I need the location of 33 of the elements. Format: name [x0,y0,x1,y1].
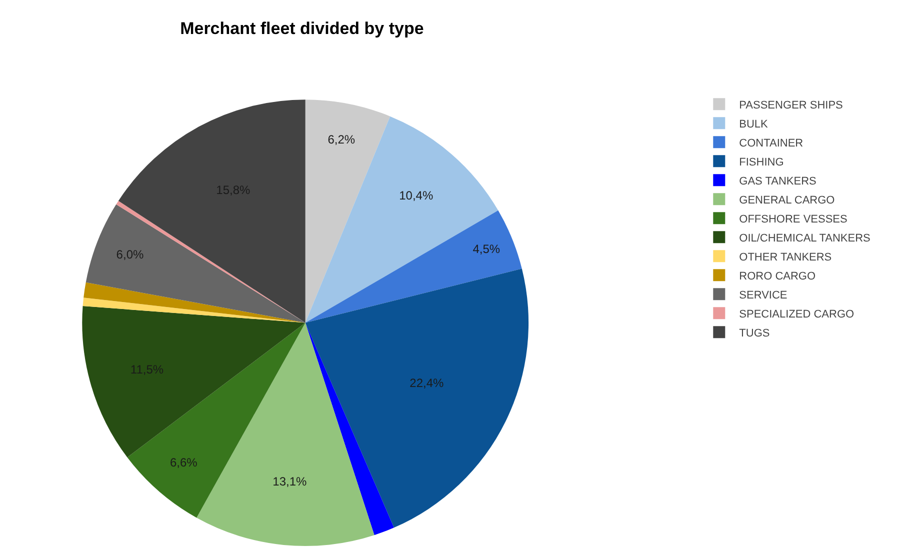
pie-slice [82,306,306,458]
pie-slice [305,100,390,323]
legend-label: OFFSHORE VESSES [739,213,848,226]
data-label: 4,5% [472,242,500,256]
pie-slice [305,268,529,528]
legend-label: SERVICE [739,289,788,302]
pie-slice [305,210,522,323]
legend-label: BULK [739,118,769,130]
data-label: 22,4% [410,376,444,390]
legend-label: TUGS [739,327,770,340]
pie-slice [196,322,374,546]
legend-label: GENERAL CARGO [739,194,836,206]
data-label: 13,1% [272,474,308,488]
legend-label: CONTAINER [739,137,804,150]
pie-slice [305,322,394,536]
data-label: 6,0% [116,248,144,262]
pie-slice [305,116,498,323]
data-label: 6,2% [328,132,356,146]
pie-slice [82,298,306,323]
legend-label: GAS TANKERS [739,175,816,188]
legend-label: OIL/CHEMICAL TANKERS [739,232,870,244]
legend-label: RORO CARGO [739,270,816,282]
legend-label: FISHING [739,156,784,168]
legend-label: PASSENGER SHIPS [739,99,843,112]
data-label: 10,4% [399,188,434,202]
pie-slice [86,204,306,323]
pie-slice [118,100,306,323]
data-label: 6,6% [170,455,198,470]
pie-slice [127,322,306,518]
pie-slice [84,282,306,323]
legend-label: SPECIALIZED CARGO [739,308,855,320]
legend-label: OTHER TANKERS [739,251,832,264]
chart-title: Merchant fleet divided by type [180,18,424,38]
